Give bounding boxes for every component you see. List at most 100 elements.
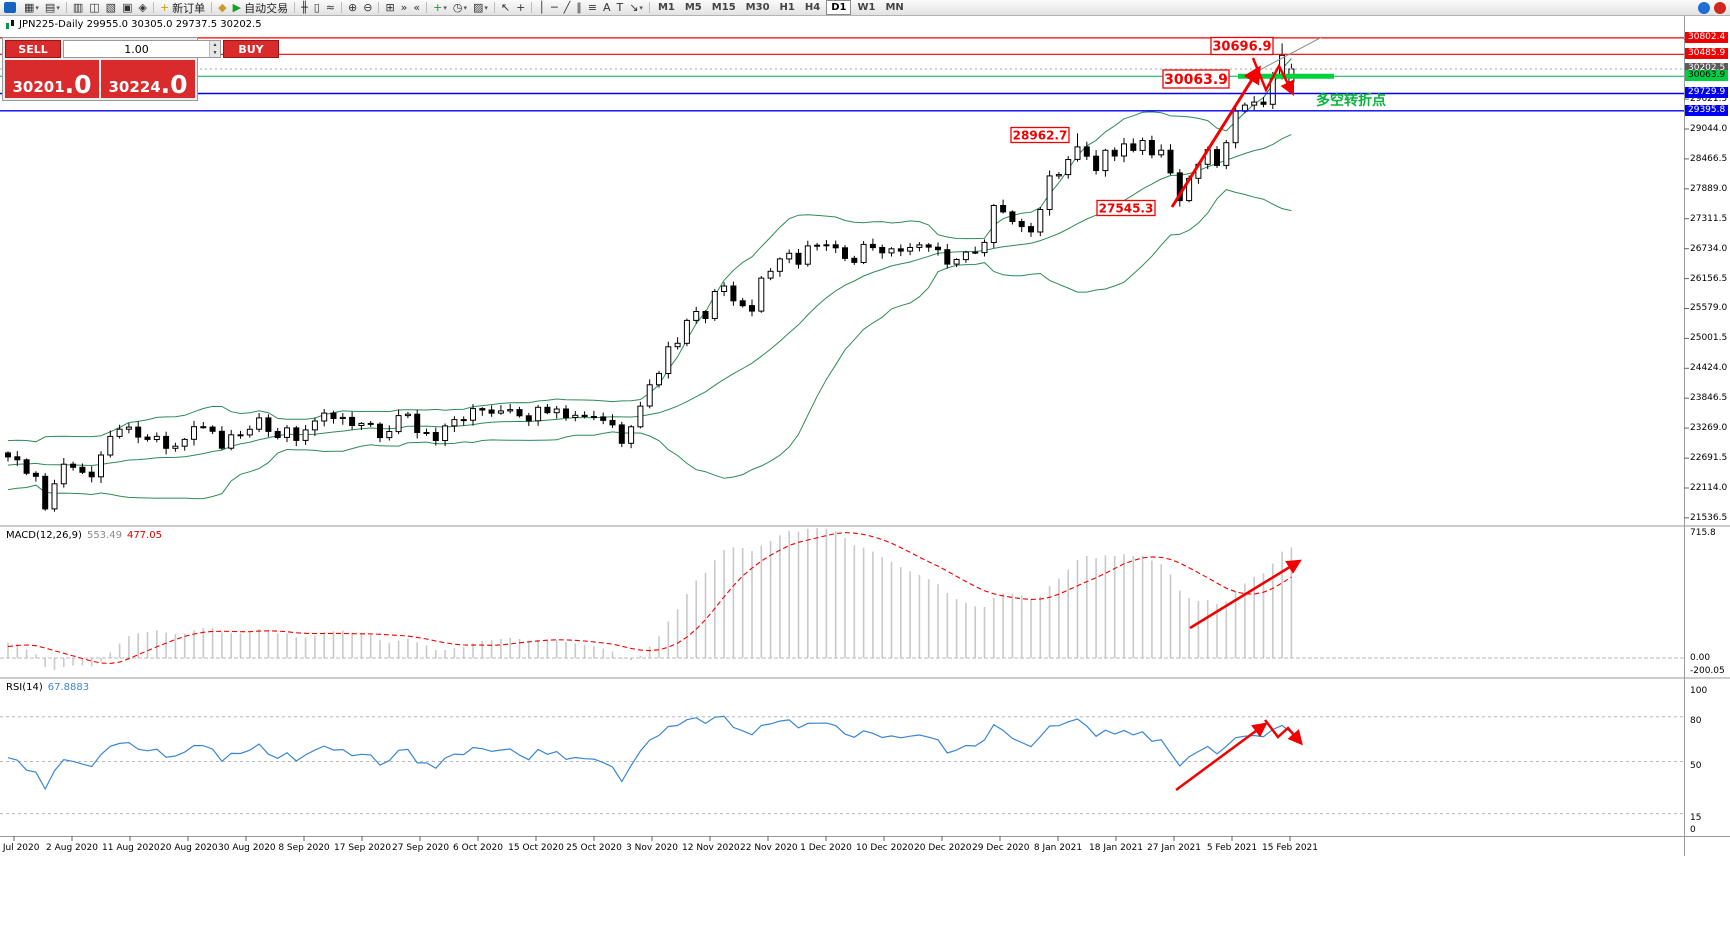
strategy-tester-icon[interactable]: ◈: [138, 0, 147, 14]
profiles-icon[interactable]: ▤ ▾: [44, 0, 60, 14]
fibonacci-icon[interactable]: ≡: [587, 0, 597, 14]
date-label: 3 Nov 2020: [626, 843, 678, 853]
sell-price-main: 30201: [12, 78, 65, 96]
navigator-icon[interactable]: ▧: [105, 0, 117, 14]
trend-arrow-main[interactable]: [1170, 65, 1261, 208]
templates-icon[interactable]: ▨ ▾: [472, 0, 488, 14]
price-tick-label: 23846.5: [1690, 393, 1728, 404]
toolbar-separator: [378, 2, 380, 13]
trendline-icon[interactable]: ╱: [563, 0, 571, 14]
timeframe-button-h1[interactable]: H1: [779, 2, 795, 13]
chart-ohlc-label: JPN225-Daily 29955.0 30305.0 29737.5 302…: [5, 19, 262, 30]
price-tick-label: 22691.5: [1690, 453, 1728, 464]
arrows-icon[interactable]: ↘ ▾: [629, 0, 643, 14]
indicators-icon[interactable]: + ▾: [433, 0, 447, 14]
symbol-icon: [6, 19, 14, 29]
timeframe-button-w1[interactable]: W1: [857, 2, 876, 13]
date-label: 27 Jan 2021: [1147, 843, 1201, 853]
bollinger-middle-band: [7, 134, 1292, 467]
toolbar-separator: [341, 2, 342, 13]
sell-price-frac: .0: [64, 70, 92, 99]
date-label: 23 Jul 2020: [0, 843, 40, 853]
horizontal-line-icon[interactable]: ─: [550, 0, 558, 14]
data-window-icon[interactable]: ◫: [89, 0, 100, 14]
macd-signal-line: [7, 532, 1292, 664]
rsi-scale-label: 0: [1690, 825, 1696, 835]
pullback-zigzag-main[interactable]: [1251, 57, 1295, 97]
timeframe-button-mn[interactable]: MN: [885, 2, 904, 13]
timeframe-button-m15[interactable]: M15: [711, 2, 736, 13]
date-label: 15 Oct 2020: [508, 843, 564, 853]
volume-spinner: ▲ ▼: [209, 41, 220, 57]
timeframe-button-m1[interactable]: M1: [657, 2, 675, 13]
price-tick-label: 24424.0: [1690, 363, 1728, 374]
chart-shift-icon[interactable]: «: [413, 0, 421, 14]
equidistant-channel-icon[interactable]: ∥: [576, 0, 582, 14]
zoom-out-icon[interactable]: ⊖: [363, 0, 373, 14]
toolbar-separator: [294, 2, 296, 13]
date-label: 30 Aug 2020: [218, 843, 276, 853]
price-tick-label: 29044.0: [1690, 124, 1728, 134]
main-toolbar: ▦ ▾ ▤ ▾ ▥ ◫ ▧ ▣ ◈ + 新订单 ◆ ▶ 自动交易 ╫ ▯ ≈ ⊕ ⊖ ⊞ » « + ▾ ◷ ▾ ▨ ▾ ↖ + │ ─ ╱ ∥ ≡…: [0, 0, 1730, 16]
volume-up-button[interactable]: ▲: [209, 41, 220, 49]
market-watch-icon[interactable]: ▥: [72, 0, 84, 14]
annotation-high-text: 30696.9: [1212, 40, 1271, 55]
trend-arrow-rsi[interactable]: [1175, 722, 1268, 792]
tile-windows-icon[interactable]: ⊞: [385, 0, 395, 14]
date-label: 17 Sep 2020: [334, 843, 392, 853]
one-click-trading-panel: SELL ▲ ▼ BUY 30201.0 30224: [2, 37, 279, 101]
price-tick-label: 26734.0: [1690, 243, 1728, 254]
macd-main-value: 553.49: [86, 530, 122, 541]
alert-badge-icon[interactable]: [1714, 1, 1726, 14]
new-chart-icon[interactable]: ▦ ▾: [24, 0, 39, 14]
auto-scroll-icon[interactable]: »: [400, 0, 408, 14]
buy-price-panel[interactable]: 30224.0: [101, 60, 195, 98]
timeframe-button-m30[interactable]: M30: [745, 2, 770, 13]
volume-down-button[interactable]: ▼: [209, 49, 220, 57]
pullback-zigzag-rsi[interactable]: [1264, 719, 1303, 746]
timeframe-button-m5[interactable]: M5: [684, 2, 702, 13]
price-tick-label: 21536.5: [1690, 512, 1728, 523]
price-line-label-red: 30802.4: [1685, 31, 1729, 43]
cursor-icon[interactable]: ↖: [500, 0, 511, 14]
price-line-label-red: 30485.9: [1685, 48, 1729, 60]
line-chart-icon[interactable]: ≈: [325, 0, 335, 14]
trendline-object[interactable]: [1255, 36, 1323, 73]
annotation-level-box[interactable]: [1162, 69, 1230, 89]
auto-trading-button[interactable]: ▶ 自动交易: [232, 0, 289, 15]
periods-icon[interactable]: ◷ ▾: [452, 0, 467, 14]
community-badge-icon[interactable]: [1698, 1, 1710, 14]
metaeditor-icon[interactable]: ◆: [218, 0, 227, 14]
terminal-icon[interactable]: ▣: [122, 0, 133, 14]
rsi-line: [7, 715, 1292, 791]
timeframe-group: M1 M5 M15 M30 H1 H4 D1 W1 MN: [653, 0, 909, 15]
new-order-button[interactable]: + 新订单: [159, 0, 206, 15]
crosshair-icon[interactable]: +: [516, 0, 526, 14]
trend-arrow-macd[interactable]: [1189, 559, 1302, 630]
price-tick-label: 29621.5: [1690, 94, 1728, 105]
price-line-label-blue: 29729.9: [1685, 87, 1729, 99]
app-icon[interactable]: [4, 2, 16, 13]
volume-input[interactable]: [64, 41, 209, 57]
sell-price-panel[interactable]: 30201.0: [5, 60, 99, 98]
price-line-label-blue: 29395.8: [1685, 104, 1729, 116]
buy-button[interactable]: BUY: [223, 40, 279, 58]
text-icon[interactable]: A: [602, 0, 611, 14]
bollinger-upper-band: [7, 58, 1292, 443]
date-label: 25 Oct 2020: [566, 843, 622, 853]
vertical-line-icon[interactable]: │: [538, 0, 545, 14]
timeframe-button-h4[interactable]: H4: [804, 2, 821, 13]
annotation-low-box[interactable]: [1096, 199, 1156, 217]
drawn-annotations[interactable]: 30696.9 30063.9 28962.7 27545.3: [1010, 36, 1334, 792]
bar-chart-icon[interactable]: ╫: [301, 0, 308, 14]
sell-button[interactable]: SELL: [5, 40, 61, 58]
candlestick-chart-icon[interactable]: ▯: [313, 0, 320, 14]
toolbar-separator: [65, 2, 67, 13]
timeframe-button-d1[interactable]: D1: [826, 0, 852, 15]
zoom-in-icon[interactable]: ⊕: [348, 0, 358, 14]
annotation-high-box[interactable]: [1210, 36, 1274, 56]
text-label-icon[interactable]: T: [616, 0, 624, 14]
annotation-mid-box[interactable]: [1010, 126, 1070, 144]
turning-point-annotation[interactable]: 多空转折点: [1316, 93, 1386, 109]
